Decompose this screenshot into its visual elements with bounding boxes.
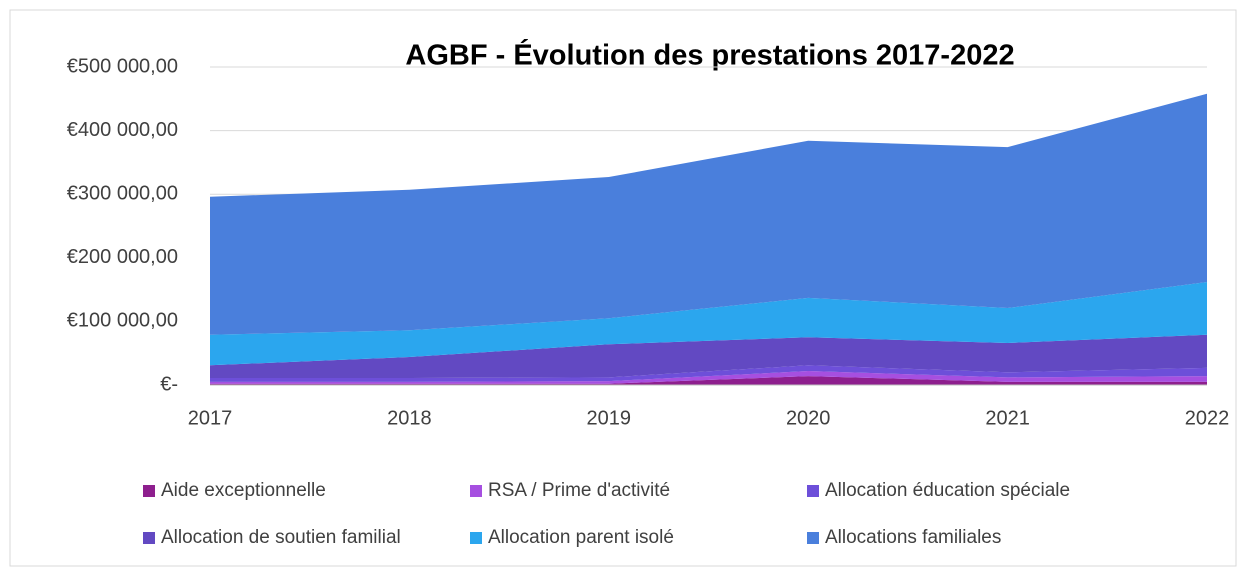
area — [210, 334, 1207, 379]
x-tick-label: 2022 — [1185, 407, 1230, 429]
area — [210, 371, 1207, 384]
y-tick-label: €400 000,00 — [67, 119, 178, 141]
x-tick-label: 2017 — [188, 407, 233, 429]
legend-swatch — [143, 532, 155, 544]
y-tick-label: €200 000,00 — [67, 246, 178, 268]
area — [210, 93, 1207, 335]
area — [210, 376, 1207, 385]
legend-swatch — [807, 532, 819, 544]
chart-title: AGBF - Évolution des prestations 2017-20… — [405, 38, 1014, 72]
legend-swatch — [143, 485, 155, 497]
x-tick-label: 2018 — [387, 407, 432, 429]
y-tick-label: €100 000,00 — [67, 310, 178, 332]
legend-swatch — [807, 485, 819, 497]
legend-label: Allocation de soutien familial — [161, 527, 401, 548]
legend-label: Allocation éducation spéciale — [825, 480, 1070, 501]
legend-swatch — [470, 485, 482, 497]
legend-label: Allocation parent isolé — [488, 527, 674, 548]
y-tick-label: €- — [160, 373, 178, 395]
legend-swatch — [470, 532, 482, 544]
legend-label: Allocations familiales — [825, 527, 1001, 548]
x-tick-label: 2021 — [985, 407, 1030, 429]
legend-label: Aide exceptionnelle — [161, 480, 326, 501]
x-tick-label: 2019 — [587, 407, 632, 429]
area — [210, 281, 1207, 366]
y-tick-label: €500 000,00 — [67, 55, 178, 77]
area — [210, 365, 1207, 382]
y-tick-label: €300 000,00 — [67, 182, 178, 204]
legend-label: RSA / Prime d'activité — [488, 480, 670, 501]
x-tick-label: 2020 — [786, 407, 831, 429]
